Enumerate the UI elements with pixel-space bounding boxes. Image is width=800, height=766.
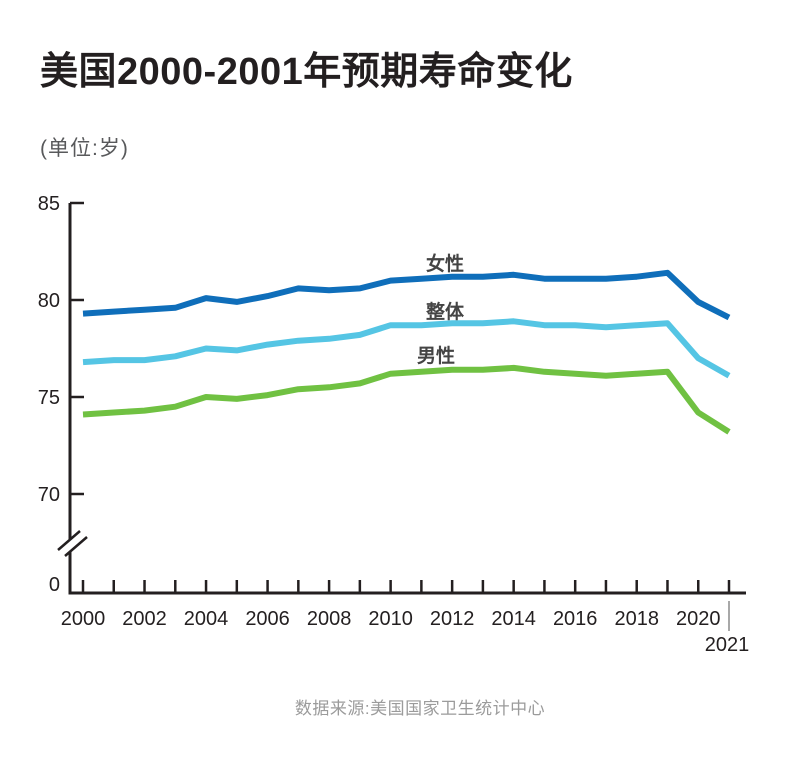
x-tick-label: 2000 bbox=[61, 608, 106, 630]
series-line-female bbox=[82, 269, 731, 321]
x-tick-label: 2018 bbox=[614, 608, 659, 630]
source-note: 数据来源:美国国家卫生统计中心 bbox=[294, 699, 546, 718]
callout-2021-label: 2021 bbox=[705, 634, 750, 656]
x-tick-label: 2010 bbox=[368, 608, 413, 630]
axis-break-slash bbox=[64, 536, 88, 557]
y-origin-label: 0 bbox=[49, 574, 60, 596]
unit-label: (单位:岁) bbox=[40, 137, 129, 160]
x-tick-label: 2020 bbox=[676, 608, 721, 630]
y-tick-label: 70 bbox=[38, 484, 60, 506]
series-line-overall bbox=[82, 318, 731, 379]
x-tick-label: 2016 bbox=[553, 608, 598, 630]
series-label-female: 女性 bbox=[426, 252, 464, 275]
y-tick-label: 75 bbox=[38, 387, 60, 409]
series-label-overall: 整体 bbox=[426, 300, 465, 323]
series-label-male: 男性 bbox=[417, 344, 455, 367]
x-tick-label: 2004 bbox=[184, 608, 229, 630]
series-line-male bbox=[82, 364, 731, 435]
x-tick-label: 2006 bbox=[245, 608, 290, 630]
y-tick-label: 85 bbox=[38, 193, 60, 215]
x-tick-label: 2014 bbox=[491, 608, 536, 630]
axis-break-slash bbox=[57, 530, 81, 551]
y-tick-label: 80 bbox=[38, 290, 60, 312]
axis-break-gap bbox=[58, 530, 88, 556]
x-tick-label: 2012 bbox=[430, 608, 475, 630]
page-title: 美国2000-2001年预期寿命变化 bbox=[40, 51, 573, 93]
x-tick-label: 2008 bbox=[307, 608, 352, 630]
x-tick-label: 2002 bbox=[122, 608, 167, 630]
